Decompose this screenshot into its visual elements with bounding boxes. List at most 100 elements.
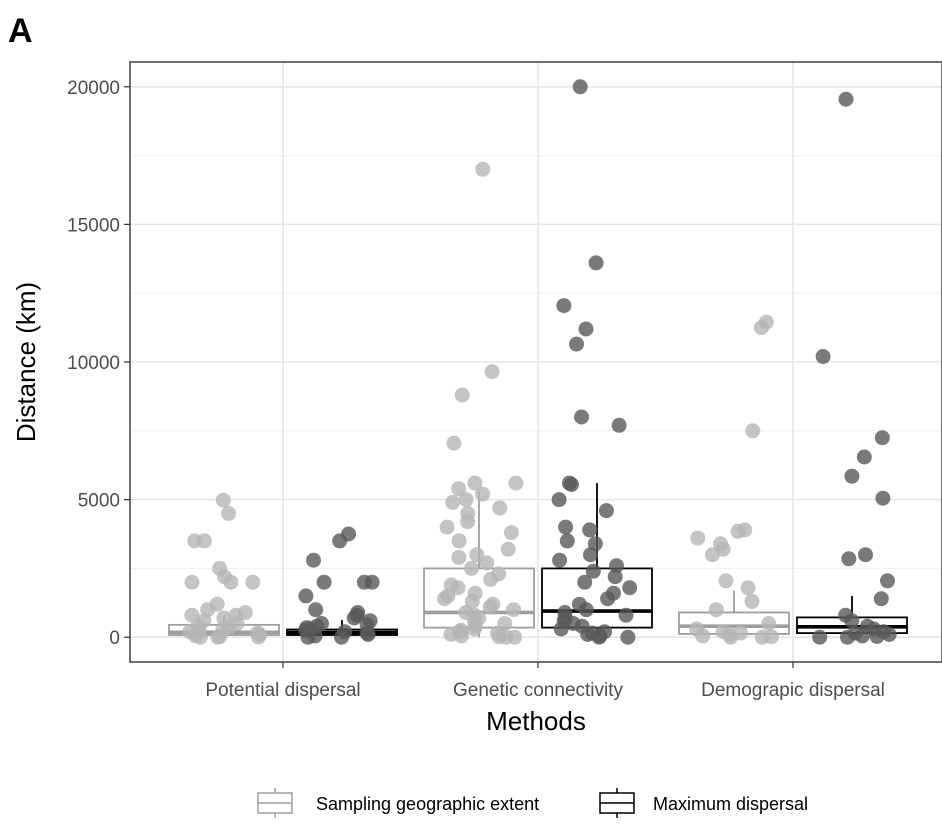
data-point — [745, 423, 761, 439]
data-point — [600, 591, 616, 607]
x-tick-label: Genetic connectivity — [453, 680, 624, 701]
data-point — [551, 492, 567, 508]
data-point — [840, 629, 855, 645]
data-point — [815, 349, 831, 364]
data-point — [479, 555, 495, 571]
data-point — [503, 525, 519, 541]
data-point — [507, 629, 523, 645]
data-point — [210, 629, 226, 645]
data-point — [574, 409, 589, 425]
data-point — [761, 616, 777, 631]
data-point — [484, 364, 500, 380]
data-point — [854, 628, 870, 644]
data-point — [880, 573, 895, 589]
data-point — [591, 629, 607, 645]
x-tick-label: Potential dispersal — [205, 680, 360, 701]
data-point — [553, 621, 569, 637]
data-point — [508, 475, 524, 491]
data-point — [492, 500, 508, 516]
y-tick-label: 0 — [109, 628, 120, 649]
data-point — [569, 336, 584, 352]
data-point — [306, 552, 321, 568]
data-point — [844, 468, 860, 484]
legend-key-sampling — [257, 788, 293, 818]
data-point — [464, 593, 480, 609]
data-point — [708, 602, 724, 618]
data-point — [583, 547, 598, 563]
data-point — [360, 627, 376, 642]
data-point — [316, 574, 332, 590]
data-point — [585, 563, 601, 579]
data-point — [552, 552, 568, 568]
data-point — [564, 477, 579, 492]
data-point — [856, 449, 872, 465]
data-point — [445, 494, 461, 510]
data-point — [874, 430, 890, 446]
data-point — [466, 621, 482, 637]
data-point — [451, 533, 467, 549]
data-point — [506, 602, 522, 618]
data-point — [873, 591, 889, 607]
data-point — [184, 574, 200, 590]
data-point — [298, 588, 314, 604]
data-point — [754, 629, 770, 645]
data-point — [450, 580, 466, 596]
data-point — [454, 387, 470, 403]
data-point — [869, 628, 885, 644]
y-tick-label: 15000 — [67, 215, 120, 236]
data-point — [558, 519, 574, 535]
x-axis-ticks: Potential dispersal Genetic connectivity D… — [205, 662, 885, 701]
data-point — [308, 602, 324, 618]
y-tick-label: 10000 — [67, 353, 120, 374]
data-point — [451, 549, 467, 565]
x-axis-title: Methods — [486, 706, 586, 736]
data-point — [458, 492, 474, 508]
data-point — [740, 580, 756, 596]
points-layer — [182, 79, 897, 645]
data-point — [215, 492, 231, 508]
data-point — [730, 523, 746, 539]
data-point — [578, 321, 594, 337]
grid-major — [130, 62, 942, 662]
data-point — [245, 574, 261, 590]
panel-label: A — [8, 12, 33, 50]
data-point — [192, 629, 208, 645]
data-point — [437, 591, 453, 607]
data-point — [446, 435, 462, 451]
data-point — [346, 610, 362, 626]
data-point — [744, 593, 760, 609]
data-point — [690, 530, 706, 546]
data-point — [572, 79, 588, 95]
data-point — [460, 514, 476, 530]
data-point — [588, 255, 604, 271]
data-point — [223, 574, 239, 590]
data-point — [611, 417, 627, 433]
data-point — [598, 503, 614, 519]
x-tick-label: Demograpic dispersal — [701, 680, 885, 701]
y-tick-label: 20000 — [67, 78, 120, 99]
data-point — [439, 519, 455, 535]
data-point — [464, 560, 479, 576]
data-point — [704, 547, 720, 563]
data-point — [475, 161, 491, 177]
legend-label-sampling: Sampling geographic extent — [316, 794, 539, 814]
data-point — [578, 602, 594, 618]
data-point — [559, 533, 575, 549]
data-point — [723, 629, 739, 645]
data-point — [300, 629, 316, 645]
data-point — [695, 628, 711, 644]
data-point — [184, 607, 200, 623]
data-point — [556, 298, 572, 314]
data-point — [838, 91, 854, 107]
legend-key-maximum — [599, 788, 635, 818]
data-point — [609, 558, 624, 574]
legend-label-maximum: Maximum dispersal — [653, 794, 808, 814]
data-point — [475, 486, 491, 502]
y-axis-ticks: 0 5000 10000 15000 20000 — [67, 78, 130, 649]
data-point — [482, 599, 498, 615]
data-point — [364, 574, 380, 590]
data-point — [251, 629, 267, 645]
legend: Sampling geographic extent Maximum dispe… — [257, 788, 808, 818]
grid-minor — [130, 155, 942, 569]
